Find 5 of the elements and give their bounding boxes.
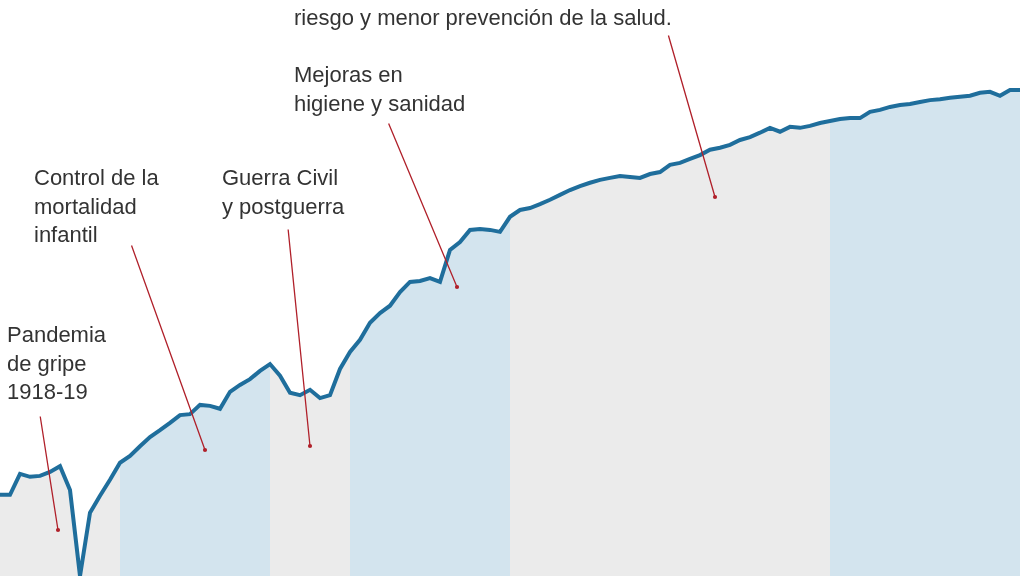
text: riesgo y menor prevención de la salud. — [294, 5, 672, 30]
annotation: Control de la mortalidad infantil — [34, 165, 160, 248]
annotation: Mejoras en higiene y sanidad — [294, 62, 466, 116]
annotation: Pandemia de gripe 1918-19 — [7, 322, 107, 405]
annotation: Guerra Civil y postguerra — [222, 165, 346, 219]
